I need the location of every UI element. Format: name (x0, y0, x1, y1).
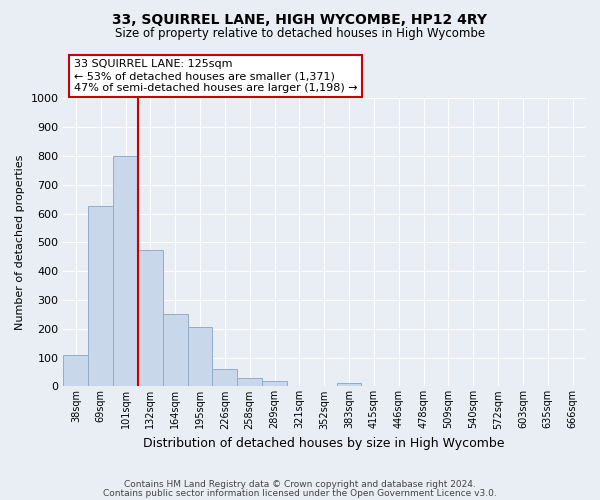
Bar (163, 314, 188, 386)
Bar (262, 381, 287, 386)
Bar (188, 328, 212, 386)
Text: Contains HM Land Registry data © Crown copyright and database right 2024.: Contains HM Land Registry data © Crown c… (124, 480, 476, 489)
Bar (212, 368, 237, 386)
Text: 33, SQUIRREL LANE, HIGH WYCOMBE, HP12 4RY: 33, SQUIRREL LANE, HIGH WYCOMBE, HP12 4R… (113, 12, 487, 26)
Bar (237, 378, 262, 386)
Bar (337, 383, 361, 386)
Bar (64, 354, 88, 386)
Text: 33 SQUIRREL LANE: 125sqm
← 53% of detached houses are smaller (1,371)
47% of sem: 33 SQUIRREL LANE: 125sqm ← 53% of detach… (74, 60, 358, 92)
Text: Size of property relative to detached houses in High Wycombe: Size of property relative to detached ho… (115, 28, 485, 40)
Bar (88, 206, 113, 386)
Y-axis label: Number of detached properties: Number of detached properties (15, 154, 25, 330)
Bar (113, 156, 138, 386)
X-axis label: Distribution of detached houses by size in High Wycombe: Distribution of detached houses by size … (143, 437, 505, 450)
Bar (138, 250, 163, 386)
Text: Contains public sector information licensed under the Open Government Licence v3: Contains public sector information licen… (103, 489, 497, 498)
